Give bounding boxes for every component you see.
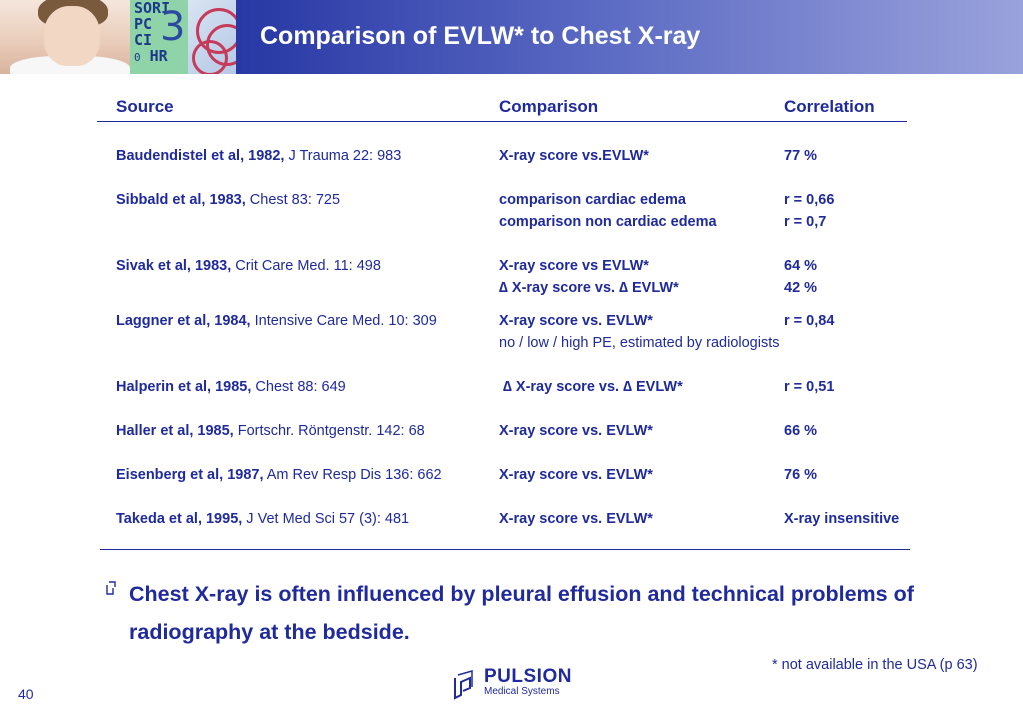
bullet-text: Chest X-ray is often influenced by pleur… — [129, 582, 914, 644]
tubes-image — [188, 0, 236, 74]
table-row-correlation: X-ray insensitive — [784, 511, 900, 527]
table-row-comparison-note: no / low / high PE, estimated by radiolo… — [499, 335, 780, 351]
logo-subtitle: Medical Systems — [484, 686, 560, 697]
column-header-comparison: Comparison — [499, 97, 599, 116]
table-row-source: Haller et al, 1985, Fortschr. Röntgenstr… — [116, 423, 425, 439]
table-row-source: Sibbald et al, 1983, Chest 83: 725 — [116, 192, 341, 208]
table-row-correlation: r = 0,66 — [784, 192, 835, 208]
bullet-icon — [106, 581, 116, 595]
logo-name: PULSION — [484, 666, 572, 687]
table-row-correlation: r = 0,51 — [784, 379, 835, 395]
column-header-correlation: Correlation — [784, 97, 875, 116]
table-row-comparison: comparison cardiac edema — [499, 192, 686, 208]
table-row-comparison: ∆ X-ray score vs. ∆ EVLW* — [499, 280, 679, 296]
header-banner: SORI PC CI 0 HR 3 Comparison of EVLW* to… — [0, 0, 1023, 74]
monitor-big-digit: 3 — [160, 4, 186, 50]
table-row-source: Halperin et al, 1985, Chest 88: 649 — [116, 379, 346, 395]
table-row-comparison: X-ray score vs. EVLW* — [499, 423, 653, 439]
page-number: 40 — [18, 686, 34, 702]
monitor-line: SORI — [134, 0, 171, 17]
table-row-correlation: 77 % — [784, 148, 818, 164]
header-divider — [97, 121, 907, 122]
table-row-source: Eisenberg et al, 1987, Am Rev Resp Dis 1… — [116, 467, 442, 483]
table-row-correlation: 66 % — [784, 423, 818, 439]
table-row-source: Laggner et al, 1984, Intensive Care Med.… — [116, 313, 437, 329]
slide-title: Comparison of EVLW* to Chest X-ray — [260, 22, 701, 50]
table-row-comparison: X-ray score vs. EVLW* — [499, 511, 653, 527]
table-row-source: Baudendistel et al, 1982, J Trauma 22: 9… — [116, 148, 402, 164]
table-row-correlation: r = 0,84 — [784, 313, 835, 329]
pulsion-logo: PULSION Medical Systems — [452, 666, 582, 702]
table-row-correlation: 42 % — [784, 280, 818, 296]
table-row-correlation: 76 % — [784, 467, 818, 483]
pulsion-logo-icon — [454, 670, 473, 700]
column-header-source: Source — [116, 97, 174, 116]
monitor-line: CI — [134, 31, 153, 49]
footnote: * not available in the USA (p 63) — [772, 657, 978, 673]
table-row-correlation: 64 % — [784, 258, 818, 274]
table-row-comparison: X-ray score vs. EVLW* — [499, 467, 653, 483]
table-row-correlation: r = 0,7 — [784, 214, 827, 230]
table-row-source: Takeda et al, 1995, J Vet Med Sci 57 (3)… — [116, 511, 410, 527]
monitor-line: 0 HR — [134, 47, 168, 65]
table-row-source: Sivak et al, 1983, Crit Care Med. 11: 49… — [116, 258, 381, 274]
doctor-face — [44, 6, 100, 66]
header-photo: SORI PC CI 0 HR 3 — [0, 0, 236, 74]
table-row-comparison: X-ray score vs. EVLW* — [499, 313, 653, 329]
table-bottom-divider — [100, 549, 910, 550]
monitor-line: PC — [134, 15, 153, 33]
table-row-comparison: X-ray score vs EVLW* — [499, 258, 649, 274]
table-row-comparison: X-ray score vs.EVLW* — [499, 148, 649, 164]
monitor-display: SORI PC CI 0 HR — [130, 0, 188, 74]
table-row-comparison: comparison non cardiac edema — [499, 214, 717, 230]
table-row-comparison: ∆ X-ray score vs. ∆ EVLW* — [503, 379, 683, 395]
